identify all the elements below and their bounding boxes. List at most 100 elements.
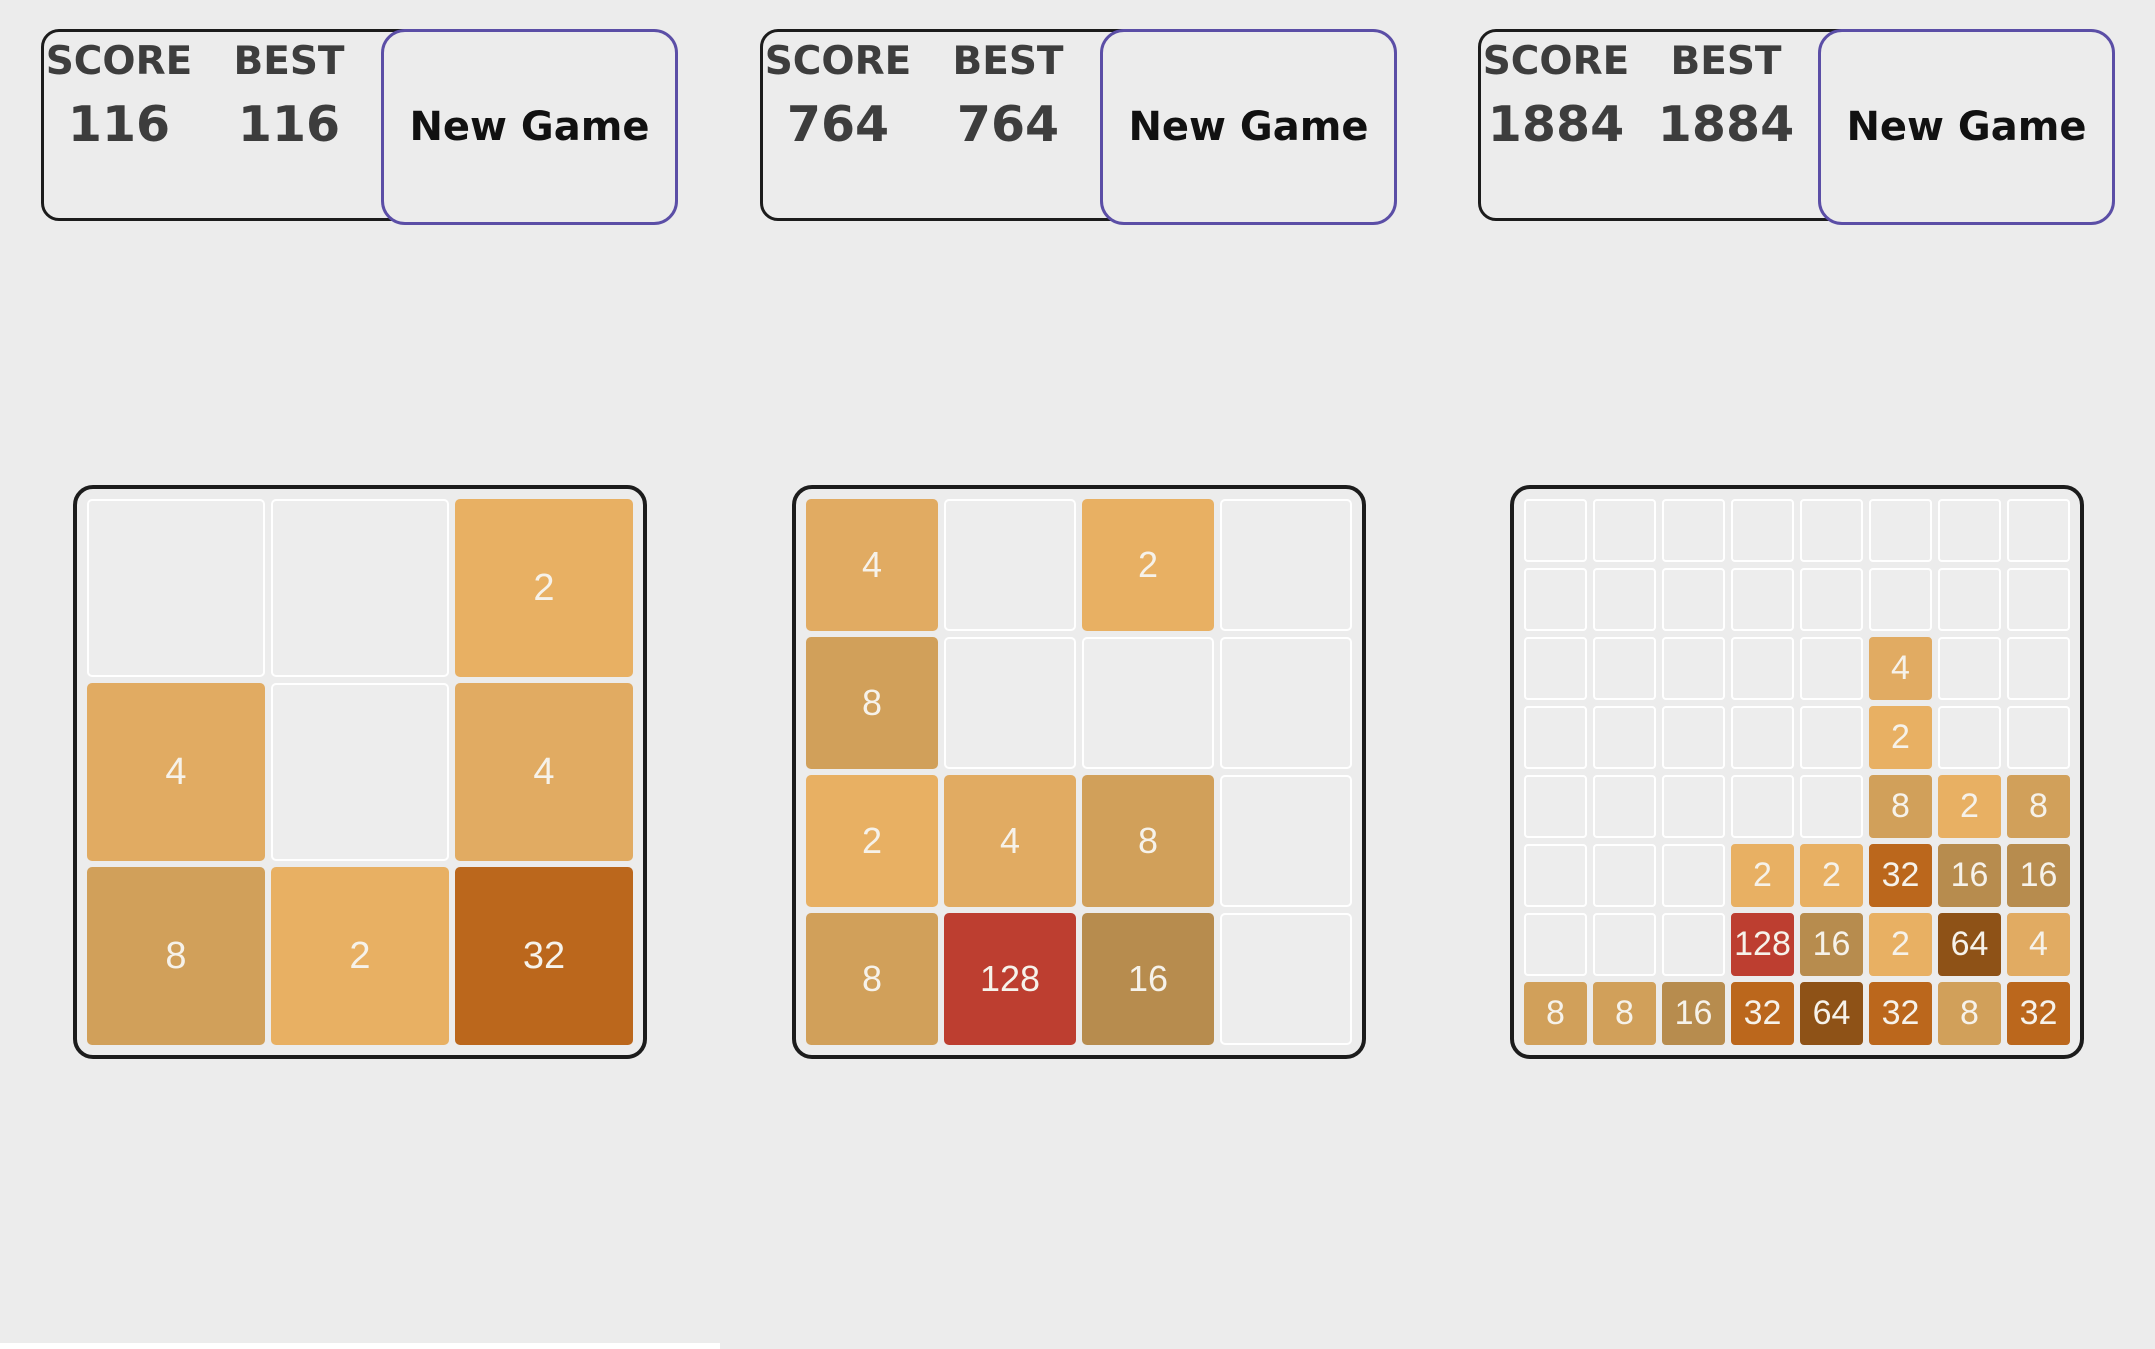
game-panel-2: SCORE 764 BEST 764 New Game 4 2 8 2 4 8 8 128 16	[719, 0, 1437, 1343]
tile: 2	[455, 499, 633, 677]
tile: 128	[944, 913, 1076, 1045]
empty-cell	[1593, 706, 1656, 769]
game-board[interactable]: 2 4 4 8 2 32	[73, 485, 647, 1059]
empty-cell	[1938, 568, 2001, 631]
empty-cell	[1938, 706, 2001, 769]
empty-cell	[1524, 775, 1587, 838]
empty-cell	[1524, 706, 1587, 769]
empty-cell	[1662, 706, 1725, 769]
empty-cell	[1524, 499, 1587, 562]
score-label: SCORE	[764, 39, 912, 84]
score-value: 764	[786, 96, 890, 153]
tile: 8	[1938, 982, 2001, 1045]
tile: 64	[1800, 982, 1863, 1045]
tile: 2	[1869, 913, 1932, 976]
best-label: BEST	[952, 39, 1064, 84]
empty-cell	[1800, 499, 1863, 562]
empty-cell	[1731, 775, 1794, 838]
empty-cell	[2007, 637, 2070, 700]
new-game-button[interactable]: New Game	[1818, 29, 2115, 225]
empty-cell	[1524, 637, 1587, 700]
bottom-divider	[0, 1343, 720, 1349]
tile: 4	[2007, 913, 2070, 976]
empty-cell	[1662, 568, 1725, 631]
empty-cell	[944, 499, 1076, 631]
tile-grid: 2 4 4 8 2 32	[87, 499, 633, 1045]
tile: 2	[1869, 706, 1932, 769]
tile: 8	[1082, 775, 1214, 907]
empty-cell	[1869, 568, 1932, 631]
tile: 2	[806, 775, 938, 907]
tile: 8	[806, 637, 938, 769]
game-header: SCORE 1884 BEST 1884 New Game	[1478, 29, 2115, 225]
tile: 2	[271, 867, 449, 1045]
tile: 4	[1869, 637, 1932, 700]
tile: 32	[455, 867, 633, 1045]
empty-cell	[1800, 637, 1863, 700]
tile-grid: 4 2 8 2 4 8 8 128 16	[806, 499, 1352, 1045]
empty-cell	[1593, 775, 1656, 838]
score-value: 1884	[1487, 96, 1625, 153]
best-stat: BEST 116	[214, 38, 364, 156]
best-stat: BEST 1884	[1651, 38, 1801, 156]
score-label: SCORE	[45, 39, 193, 84]
empty-cell	[1662, 637, 1725, 700]
empty-cell	[87, 499, 265, 677]
tile: 16	[1082, 913, 1214, 1045]
new-game-button[interactable]: New Game	[381, 29, 678, 225]
empty-cell	[1938, 499, 2001, 562]
tile: 16	[1938, 844, 2001, 907]
best-value: 116	[237, 96, 341, 153]
empty-cell	[271, 683, 449, 861]
empty-cell	[1593, 499, 1656, 562]
best-value: 1884	[1657, 96, 1795, 153]
empty-cell	[1662, 499, 1725, 562]
tile: 8	[1524, 982, 1587, 1045]
tile: 16	[1800, 913, 1863, 976]
tile: 8	[87, 867, 265, 1045]
empty-cell	[1524, 913, 1587, 976]
empty-cell	[1220, 913, 1352, 1045]
empty-cell	[1800, 706, 1863, 769]
tile: 64	[1938, 913, 2001, 976]
tile: 4	[806, 499, 938, 631]
tile: 128	[1731, 913, 1794, 976]
tile: 16	[2007, 844, 2070, 907]
score-box: SCORE 764 BEST 764	[760, 29, 1140, 221]
empty-cell	[1731, 499, 1794, 562]
empty-cell	[1593, 844, 1656, 907]
tile: 8	[806, 913, 938, 1045]
empty-cell	[1800, 568, 1863, 631]
score-box: SCORE 1884 BEST 1884	[1478, 29, 1858, 221]
tile: 16	[1662, 982, 1725, 1045]
empty-cell	[1593, 568, 1656, 631]
best-value: 764	[956, 96, 1060, 153]
empty-cell	[1220, 775, 1352, 907]
best-label: BEST	[233, 39, 345, 84]
empty-cell	[1662, 913, 1725, 976]
score-stat: SCORE 764	[763, 38, 913, 156]
score-stat: SCORE 1884	[1481, 38, 1631, 156]
game-board[interactable]: 4 2 8 2 8 2 2 32 16 16 128 16 2 64 4 8 8 16 32 64 32 8 32	[1510, 485, 2084, 1059]
empty-cell	[1731, 706, 1794, 769]
empty-cell	[1869, 499, 1932, 562]
game-panel-3: SCORE 1884 BEST 1884 New Game 4 2 8 2 8 2 2 32 1…	[1437, 0, 2155, 1343]
empty-cell	[2007, 499, 2070, 562]
tile: 32	[1869, 844, 1932, 907]
empty-cell	[1082, 637, 1214, 769]
tile: 4	[87, 683, 265, 861]
tile: 4	[944, 775, 1076, 907]
empty-cell	[271, 499, 449, 677]
empty-cell	[1593, 913, 1656, 976]
empty-cell	[944, 637, 1076, 769]
tile: 8	[1869, 775, 1932, 838]
new-game-button[interactable]: New Game	[1100, 29, 1397, 225]
game-panel-1: SCORE 116 BEST 116 New Game 2 4 4 8 2 32	[0, 0, 718, 1343]
game-board[interactable]: 4 2 8 2 4 8 8 128 16	[792, 485, 1366, 1059]
empty-cell	[1220, 499, 1352, 631]
tile: 2	[1082, 499, 1214, 631]
tile: 4	[455, 683, 633, 861]
tile: 8	[1593, 982, 1656, 1045]
score-box: SCORE 116 BEST 116	[41, 29, 421, 221]
